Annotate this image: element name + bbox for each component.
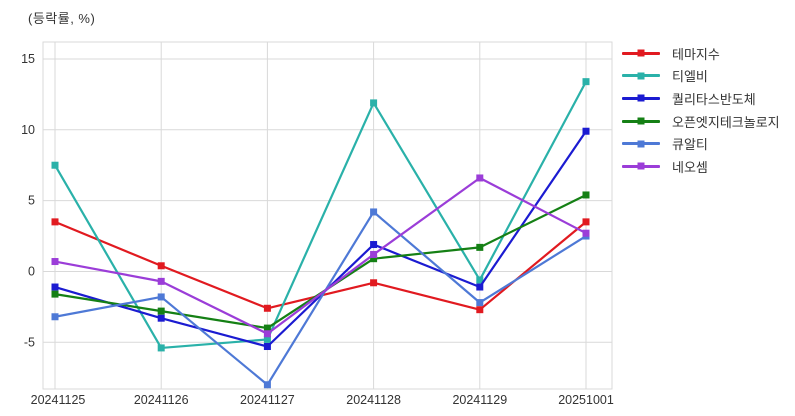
data-point-marker bbox=[51, 218, 59, 226]
y-tick-label: 5 bbox=[28, 194, 35, 208]
data-point-marker bbox=[370, 208, 378, 216]
legend-label: 퀄리타스반도체 bbox=[672, 91, 756, 107]
data-point-marker bbox=[476, 243, 484, 251]
data-point-marker bbox=[263, 343, 271, 351]
legend-square-marker-icon bbox=[637, 49, 645, 57]
data-point-marker bbox=[157, 307, 165, 315]
data-point-marker bbox=[157, 293, 165, 301]
data-point-marker bbox=[157, 262, 165, 270]
data-point-marker bbox=[476, 306, 484, 314]
y-tick-label: 0 bbox=[28, 264, 35, 278]
plot-border bbox=[42, 41, 613, 390]
legend-line-icon bbox=[622, 94, 660, 102]
series-line-2 bbox=[53, 130, 588, 348]
series-line-4 bbox=[53, 210, 588, 386]
data-point-marker bbox=[582, 218, 590, 226]
data-point-marker bbox=[476, 299, 484, 307]
data-point-marker bbox=[51, 290, 59, 298]
data-point-marker bbox=[157, 344, 165, 352]
data-point-marker bbox=[51, 161, 59, 169]
legend-item-5: 네오셈 bbox=[622, 155, 780, 178]
x-tick-label: 20241129 bbox=[452, 393, 507, 407]
legend-square-marker-icon bbox=[637, 140, 645, 148]
legend-line-icon bbox=[622, 49, 660, 57]
x-tick-label: 20251001 bbox=[558, 393, 614, 407]
data-point-marker bbox=[370, 99, 378, 107]
legend-square-marker-icon bbox=[637, 117, 645, 125]
legend-line-icon bbox=[622, 162, 660, 170]
x-tick-label: 20241127 bbox=[240, 393, 295, 407]
data-point-marker bbox=[263, 381, 271, 389]
legend-item-0: 테마지수 bbox=[622, 42, 780, 65]
legend-label: 오픈엣지테크놀로지 bbox=[672, 114, 780, 130]
legend-label: 네오셈 bbox=[672, 159, 708, 175]
legend-item-4: 큐알티 bbox=[622, 132, 780, 155]
data-point-marker bbox=[476, 276, 484, 284]
data-point-marker bbox=[263, 330, 271, 338]
data-point-marker bbox=[263, 335, 271, 343]
legend-square-marker-icon bbox=[637, 162, 645, 170]
data-point-marker bbox=[51, 258, 59, 266]
data-point-marker bbox=[582, 229, 590, 237]
data-point-marker bbox=[582, 191, 590, 199]
x-tick-label: 20241126 bbox=[134, 393, 189, 407]
data-point-marker bbox=[370, 255, 378, 263]
y-tick-label: 15 bbox=[21, 52, 35, 66]
legend-line-icon bbox=[622, 140, 660, 148]
y-tick-label: 10 bbox=[21, 123, 35, 137]
x-tick-label: 20241128 bbox=[346, 393, 401, 407]
series-line-5 bbox=[53, 176, 588, 335]
legend-label: 테마지수 bbox=[672, 46, 720, 62]
data-point-marker bbox=[263, 304, 271, 312]
data-point-marker bbox=[370, 250, 378, 258]
series-line-3 bbox=[53, 193, 588, 330]
data-point-marker bbox=[51, 313, 59, 321]
data-point-marker bbox=[582, 127, 590, 135]
data-point-marker bbox=[157, 277, 165, 285]
data-point-marker bbox=[263, 324, 271, 332]
legend-line-icon bbox=[622, 72, 660, 80]
legend-item-2: 퀄리타스반도체 bbox=[622, 87, 780, 110]
data-point-marker bbox=[476, 283, 484, 291]
legend-label: 큐알티 bbox=[672, 137, 708, 153]
data-point-marker bbox=[370, 279, 378, 287]
legend-item-1: 티엘비 bbox=[622, 65, 780, 88]
legend-item-3: 오픈엣지테크놀로지 bbox=[622, 110, 780, 133]
series-line-1 bbox=[53, 80, 588, 350]
data-point-marker bbox=[582, 78, 590, 86]
y-tick-label: -5 bbox=[24, 335, 35, 349]
data-point-marker bbox=[157, 314, 165, 322]
x-tick-label: 20241125 bbox=[31, 393, 86, 407]
legend-label: 티엘비 bbox=[672, 69, 708, 85]
legend-line-icon bbox=[622, 117, 660, 125]
data-point-marker bbox=[476, 174, 484, 182]
legend-square-marker-icon bbox=[637, 94, 645, 102]
y-axis-unit-label: (등락률, %) bbox=[28, 11, 96, 26]
data-point-marker bbox=[51, 283, 59, 291]
legend-square-marker-icon bbox=[637, 72, 645, 80]
data-point-marker bbox=[370, 241, 378, 249]
